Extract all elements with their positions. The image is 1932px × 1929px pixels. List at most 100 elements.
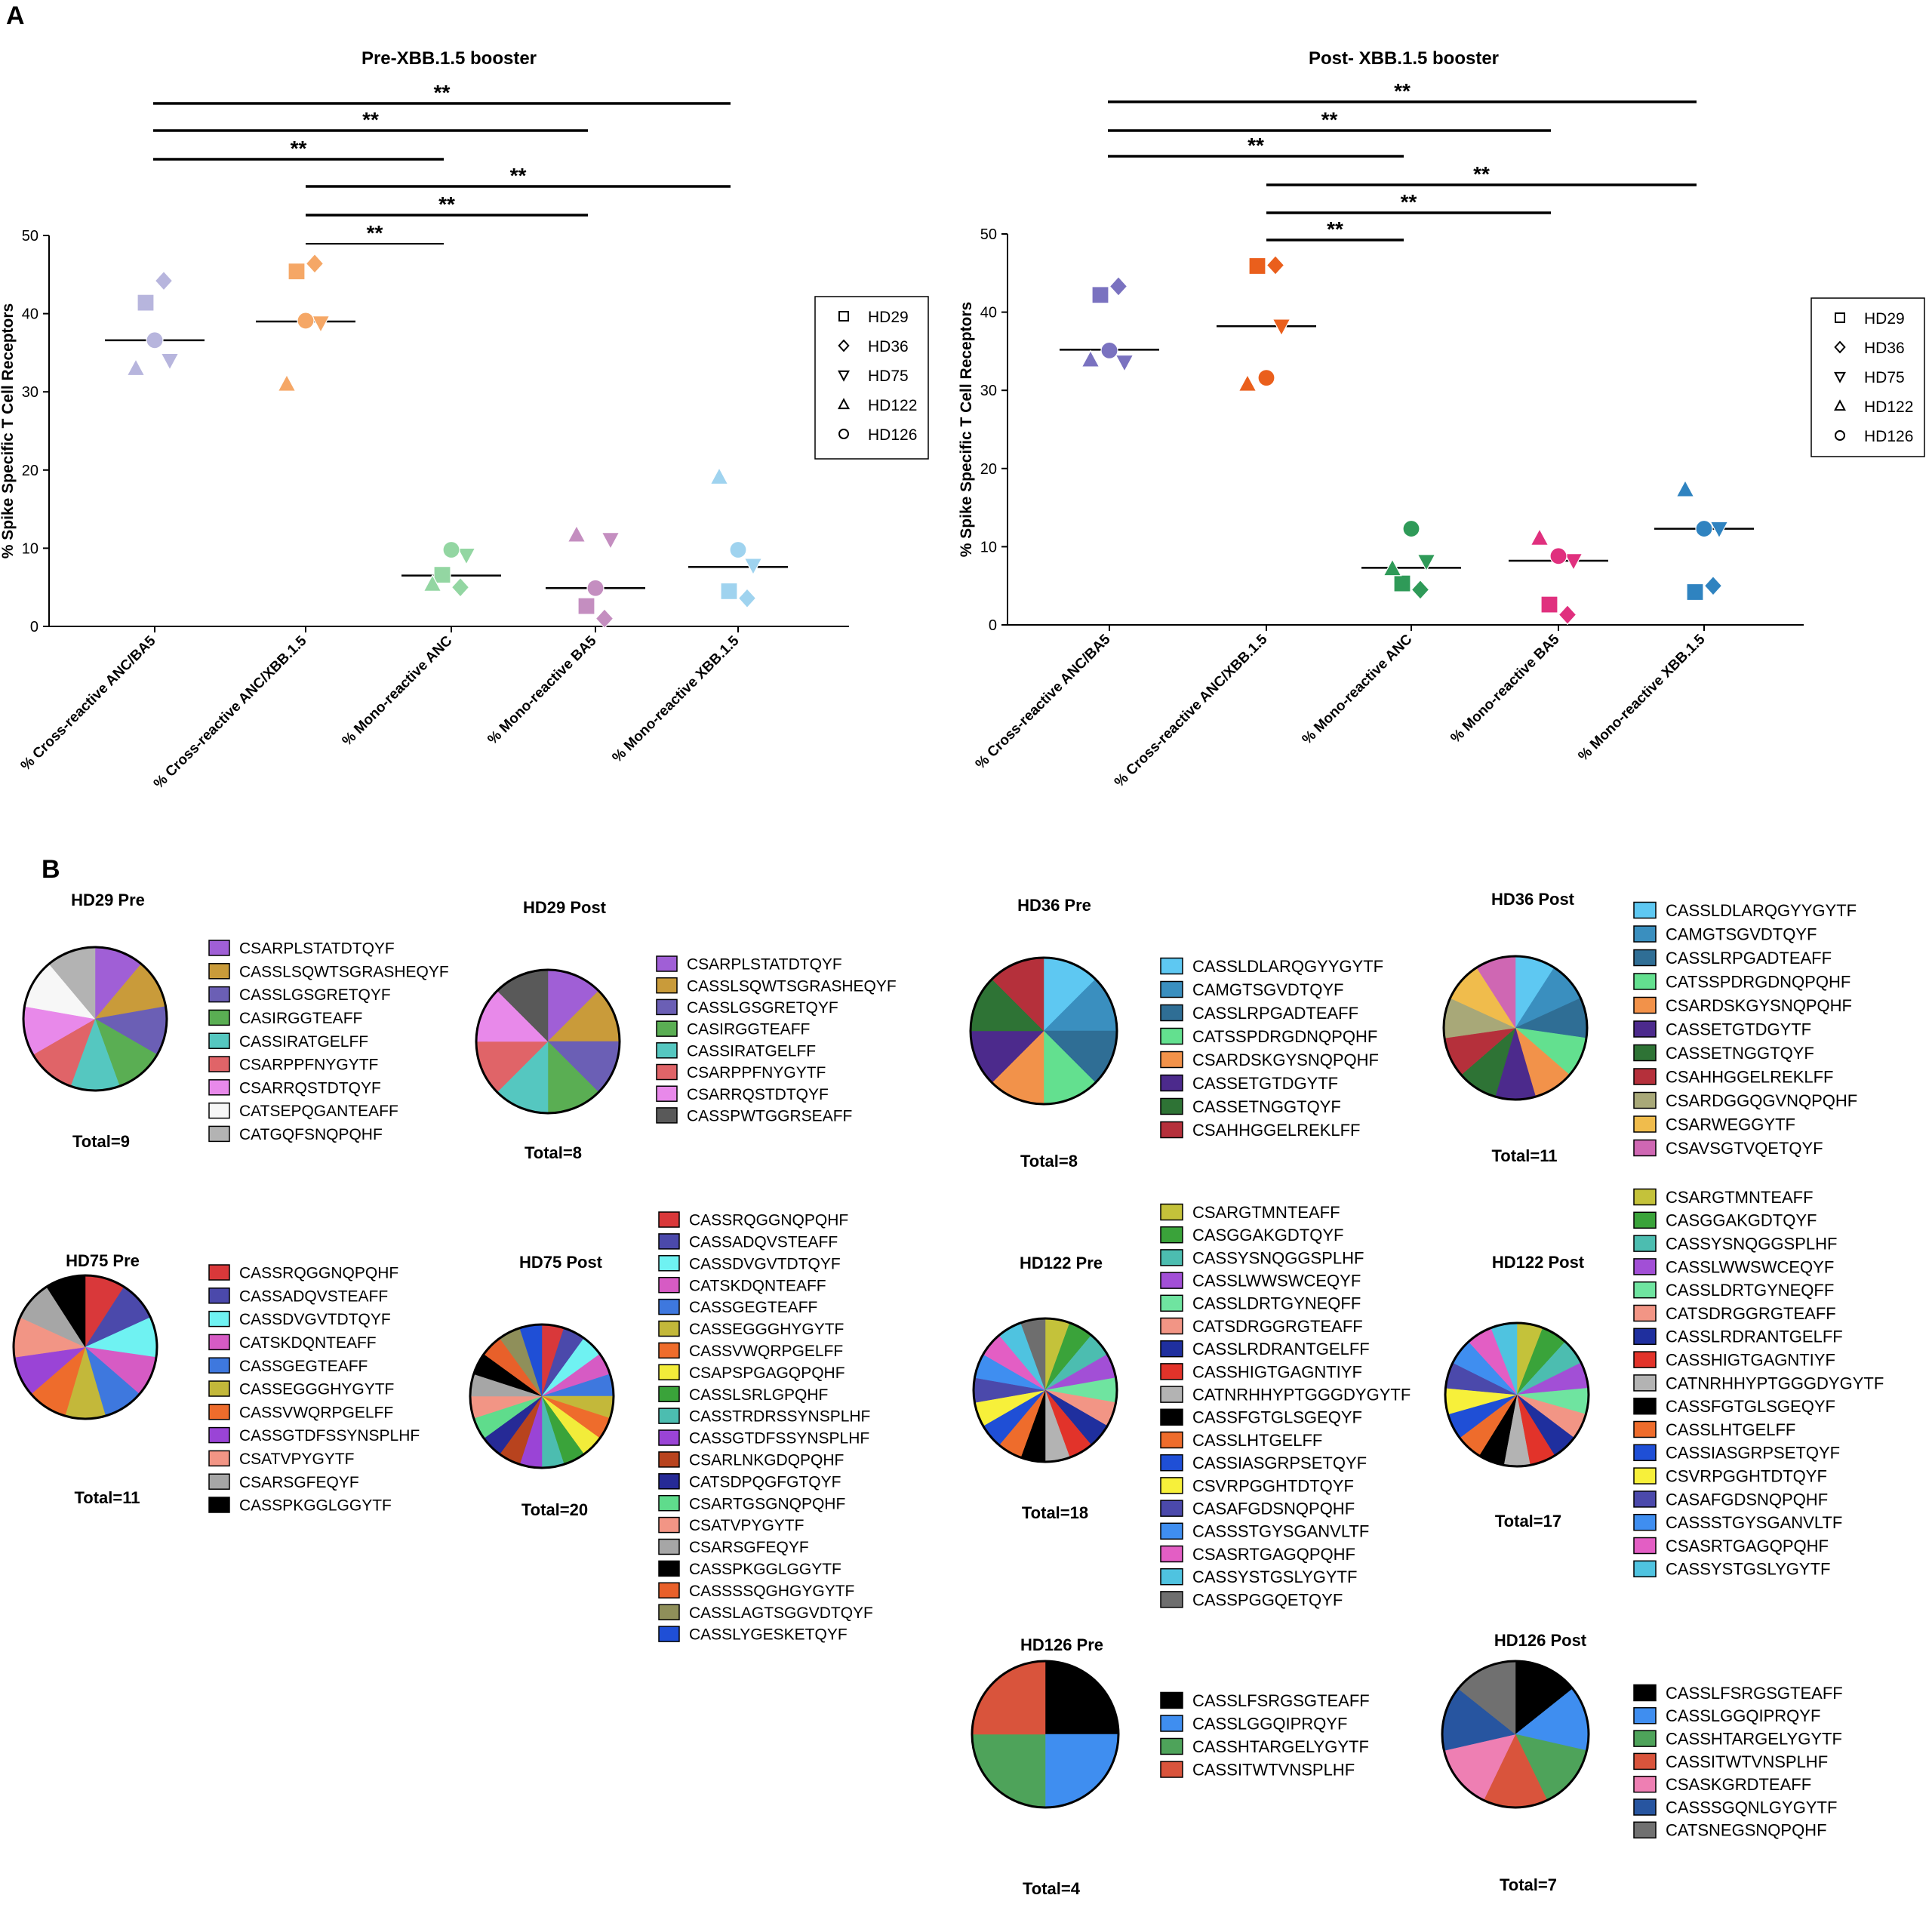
data-point-hd36 — [451, 577, 470, 598]
legend-label: CASSLWWSWCEQYF — [1192, 1272, 1361, 1291]
legend-swatch — [658, 1538, 680, 1555]
significance-label: ** — [1327, 217, 1343, 241]
legend-label: CATSSPDRGDNQPQHF — [1192, 1027, 1377, 1046]
legend-label: CASSLFSRGSGTEAFF — [1192, 1691, 1370, 1710]
legend-swatch — [1633, 1188, 1657, 1206]
legend-label: CSATVPYGYTF — [689, 1517, 804, 1534]
legend-label: HD29 — [1864, 310, 1905, 328]
y-tick-label: 40 — [22, 306, 38, 323]
y-tick-label: 10 — [22, 540, 38, 557]
legend-label: CASSLRPGADTEAFF — [1666, 949, 1832, 968]
legend-label: CASSHIGTGAGNTIYF — [1666, 1351, 1835, 1370]
legend-label: CASSTRDRSSYNSPLHF — [689, 1408, 870, 1426]
legend-label: CATNRHHYPTGGGDYGYTF — [1666, 1374, 1884, 1392]
data-point-hd75 — [1115, 354, 1134, 373]
legend-swatch — [658, 1320, 680, 1337]
legend-label: CSASRTGAGQPQHF — [1192, 1545, 1355, 1564]
data-point-hd122 — [1081, 349, 1100, 368]
significance-label: ** — [510, 164, 527, 187]
significance-label: ** — [1401, 190, 1417, 214]
legend-swatch — [1160, 1715, 1183, 1732]
data-point-hd75 — [1272, 318, 1291, 337]
data-point-hd126 — [1402, 519, 1420, 538]
legend-swatch — [1160, 1477, 1183, 1494]
legend-swatch — [1633, 1537, 1657, 1555]
legend-swatch — [658, 1298, 680, 1315]
legend-swatch — [208, 1056, 230, 1072]
legend-swatch — [1160, 1340, 1183, 1358]
legend-swatch — [1633, 1235, 1657, 1252]
legend-swatch — [1633, 1020, 1657, 1038]
legend-swatch — [208, 1334, 230, 1351]
data-point-hd126 — [1257, 369, 1275, 387]
legend-label: CSARDSKGYSNQPQHF — [1192, 1051, 1379, 1069]
legend-swatch — [658, 1473, 680, 1490]
legend-swatch — [1633, 1351, 1657, 1368]
legend-swatch — [656, 1063, 678, 1081]
data-point-hd126 — [297, 312, 315, 330]
legend-swatch — [1633, 901, 1657, 919]
legend-label: CSARPPFNYGYTF — [687, 1064, 826, 1081]
legend-label: CSARPLSTATDTQYF — [239, 940, 395, 958]
legend-swatch — [1633, 1068, 1657, 1085]
legend-label: CASSPGGQETQYF — [1192, 1590, 1343, 1609]
pie-outline — [469, 1323, 615, 1469]
legend-label: CASSGTDFSSYNSPLHF — [689, 1430, 869, 1448]
legend-label: CASIRGGTEAFF — [239, 1010, 362, 1027]
legend-label: HD126 — [868, 426, 917, 444]
pie-outline — [1442, 955, 1589, 1101]
pie-total: Total=9 — [72, 1132, 130, 1151]
legend-swatch — [1633, 1707, 1657, 1724]
legend-label: CSARDSKGYSNQPQHF — [1666, 996, 1852, 1015]
x-tick-label: % Mono-reactive XBB.1.5 — [609, 632, 742, 765]
legend-swatch — [208, 1380, 230, 1397]
legend-label: CASSIASGRPSETQYF — [1192, 1454, 1367, 1472]
legend-label: CASSEGGGHYGYTF — [239, 1381, 394, 1398]
legend-swatch — [1633, 1281, 1657, 1299]
legend-swatch — [1633, 1444, 1657, 1462]
legend-label: CSARGTMNTEAFF — [1192, 1203, 1340, 1222]
data-point-hd29 — [1686, 583, 1704, 601]
significance-label: ** — [367, 221, 383, 245]
legend-box — [814, 296, 929, 460]
pie-total: Total=8 — [525, 1143, 582, 1162]
pie-outline — [12, 1274, 158, 1420]
legend-swatch — [1160, 1317, 1183, 1335]
pie-total: Total=4 — [1023, 1879, 1081, 1898]
legend-box — [1810, 297, 1925, 457]
panel-label-b: B — [42, 855, 60, 884]
data-point-hd122 — [1383, 558, 1402, 577]
legend-label: CSATVPYGYTF — [239, 1451, 354, 1468]
pie-outline — [972, 1317, 1118, 1463]
data-point-hd122 — [1238, 374, 1257, 392]
pie-outline — [475, 968, 621, 1115]
legend-label: CASSLHTGELFF — [1192, 1431, 1322, 1450]
legend-label: CSARSGFEQYF — [239, 1474, 359, 1491]
legend-label: CASSDVGVTDTQYF — [689, 1255, 841, 1272]
legend-label: CSVRPGGHTDTQYF — [1666, 1467, 1827, 1486]
legend-label: CASSETNGGTQYF — [1666, 1044, 1814, 1063]
data-point-hd36 — [1266, 254, 1285, 275]
legend-label: CASSYSNQGGSPLHF — [1192, 1248, 1364, 1267]
pie-outline — [969, 956, 1118, 1106]
pie-chart-hd122-post: HD122 Post Total=17 CSARGTMNTEAFF CASGGAKGD… — [1444, 1188, 1884, 1579]
legend-swatch — [1160, 1761, 1183, 1778]
legend-swatch — [658, 1582, 680, 1599]
legend-swatch — [1633, 1821, 1657, 1839]
legend-swatch — [1633, 1491, 1657, 1508]
data-point-hd126 — [442, 540, 460, 559]
legend-label: CASSLDLARQGYYGYTF — [1192, 957, 1383, 976]
legend-label: CASSLDRTGYNEQFF — [1192, 1294, 1361, 1313]
legend-swatch — [1160, 1691, 1183, 1709]
legend-swatch — [658, 1560, 680, 1577]
legend-swatch — [1633, 996, 1657, 1014]
legend-swatch — [1633, 1560, 1657, 1578]
legend-label: CASSVWQRPGELFF — [239, 1404, 393, 1421]
data-point-hd122 — [277, 374, 297, 392]
legend-swatch — [656, 1085, 678, 1102]
legend-swatch — [1160, 957, 1183, 975]
legend-swatch — [658, 1626, 680, 1642]
legend-label: CASSITWTVNSPLHF — [1666, 1752, 1828, 1771]
legend-swatch — [208, 1357, 230, 1374]
legend-label: CASSLWWSWCEQYF — [1666, 1257, 1834, 1276]
